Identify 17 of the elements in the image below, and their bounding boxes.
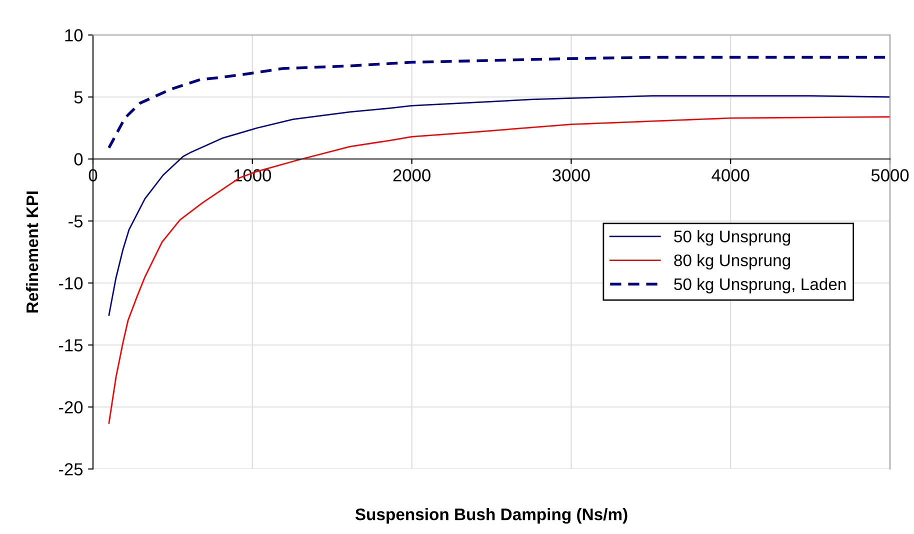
x-tick-label: 5000	[871, 169, 909, 182]
y-tick-label: 10	[65, 29, 83, 42]
y-tick-label: -25	[58, 463, 83, 476]
x-tick-label: 3000	[552, 169, 590, 182]
x-axis-title: Suspension Bush Damping (Ns/m)	[355, 508, 628, 524]
y-tick-label: -10	[58, 277, 83, 290]
y-tick-label: 0	[74, 153, 83, 166]
legend-label: 50 kg Unsprung, Laden	[674, 278, 846, 294]
legend-label: 80 kg Unsprung	[674, 254, 790, 270]
y-axis-title: Refinement KPI	[26, 192, 38, 312]
x-tick-label: 2000	[393, 169, 430, 182]
y-tick-label: -15	[58, 339, 83, 352]
x-tick-label: 4000	[712, 169, 750, 182]
y-tick-label: -5	[68, 215, 83, 228]
y-tick-label: -20	[58, 401, 83, 414]
legend-label: 50 kg Unsprung	[674, 230, 790, 246]
y-tick-label: 5	[74, 91, 83, 104]
